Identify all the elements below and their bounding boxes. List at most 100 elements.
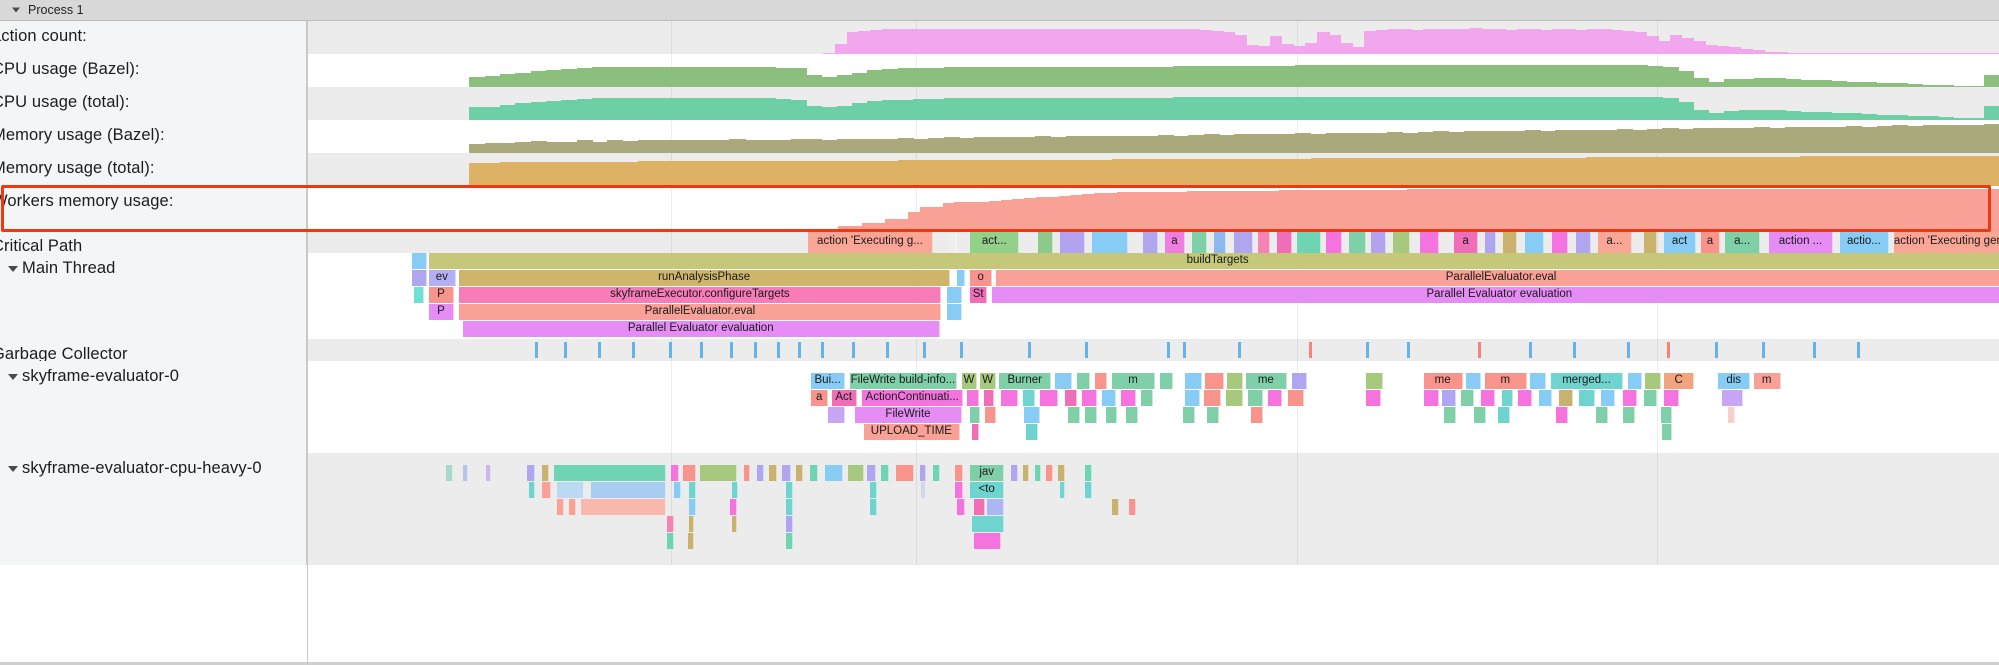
slice-m[interactable]: m <box>1753 373 1781 389</box>
slice[interactable] <box>795 465 803 481</box>
gc-tick[interactable] <box>564 342 568 358</box>
slice[interactable] <box>1288 390 1304 406</box>
slice[interactable] <box>1142 231 1159 253</box>
slice[interactable] <box>1484 231 1497 253</box>
slice[interactable] <box>1498 407 1510 423</box>
slice[interactable] <box>757 465 764 481</box>
slice[interactable] <box>919 465 927 481</box>
slice[interactable] <box>1054 373 1072 389</box>
track-canvas-action-count[interactable] <box>307 21 1999 54</box>
slice[interactable] <box>1503 231 1517 253</box>
slice[interactable] <box>848 465 864 481</box>
slice[interactable] <box>542 482 551 498</box>
gc-tick[interactable] <box>1237 342 1241 358</box>
counter-area-memory-usage-bazel[interactable] <box>307 120 1999 153</box>
gc-tick[interactable] <box>1085 342 1089 358</box>
slice[interactable] <box>828 407 846 423</box>
slice[interactable] <box>973 499 986 515</box>
track-skyframe-evaluator-0[interactable]: skyframe-evaluator-0 Bui... FileWrite buil… <box>0 361 1999 453</box>
slice[interactable] <box>1371 231 1387 253</box>
slice[interactable] <box>955 482 964 498</box>
slice[interactable] <box>1026 424 1038 440</box>
slice-parallel-evaluator-evaluatio[interactable]: Parallel Evaluator evaluation <box>462 321 940 337</box>
track-skyframe-evaluator-cpu-heavy-0[interactable]: skyframe-evaluator-cpu-heavy-0 jav <to <box>0 453 1999 565</box>
slice[interactable] <box>1125 407 1138 423</box>
triangle-down-icon[interactable] <box>8 266 18 272</box>
slice-a[interactable]: a <box>1164 231 1186 253</box>
slice[interactable] <box>557 482 585 498</box>
slice[interactable] <box>1530 373 1546 389</box>
slice[interactable] <box>1129 499 1137 515</box>
track-label-cell-garbage-collector[interactable]: Garbage Collector <box>0 339 307 361</box>
slice[interactable] <box>1010 465 1018 481</box>
slice-a[interactable]: a... <box>1724 231 1761 253</box>
slice[interactable] <box>824 465 844 481</box>
gc-tick[interactable] <box>885 342 889 358</box>
slice[interactable] <box>1559 390 1573 406</box>
gc-tick[interactable] <box>1528 342 1532 358</box>
slice[interactable] <box>1039 390 1059 406</box>
gc-tick[interactable] <box>851 342 855 358</box>
gc-tick[interactable] <box>1477 342 1481 358</box>
track-main-thread[interactable]: Main Thread buildTargets ev runAnalysisPhas… <box>0 253 1999 339</box>
slice-parallelevaluator-eval[interactable]: ParallelEvaluator.eval <box>459 304 942 320</box>
slice[interactable] <box>411 253 428 269</box>
slice[interactable] <box>1257 231 1270 253</box>
slice-a[interactable]: a <box>1454 231 1478 253</box>
slice[interactable] <box>880 465 890 481</box>
slice-me[interactable]: me <box>1423 373 1463 389</box>
track-canvas-workers-memory-usage[interactable] <box>307 186 1999 231</box>
gc-tick[interactable] <box>1308 342 1312 358</box>
slice[interactable] <box>867 465 876 481</box>
slice[interactable] <box>966 390 979 406</box>
slice[interactable] <box>1518 390 1532 406</box>
slice[interactable] <box>768 465 778 481</box>
slice-st[interactable]: St <box>970 287 988 303</box>
slice[interactable] <box>542 465 549 481</box>
slice-merged[interactable]: merged... <box>1550 373 1624 389</box>
slice[interactable] <box>557 499 565 515</box>
slice[interactable] <box>1058 465 1065 481</box>
slice[interactable] <box>933 465 940 481</box>
slice[interactable] <box>1660 407 1673 423</box>
gc-tick[interactable] <box>631 342 635 358</box>
slice[interactable] <box>946 287 962 303</box>
track-label-cell-memory-usage-total[interactable]: Memory usage (total): <box>0 153 307 186</box>
slice-actioncontinuati[interactable]: ActionContinuati... <box>861 390 964 406</box>
slice[interactable] <box>1059 231 1086 253</box>
slice[interactable] <box>956 270 966 286</box>
slice[interactable] <box>581 499 666 515</box>
track-label-cell-critical-path[interactable]: Critical Path <box>0 231 307 253</box>
triangle-down-icon[interactable] <box>8 466 18 472</box>
slice[interactable] <box>1207 407 1219 423</box>
slice[interactable] <box>1227 373 1243 389</box>
slice[interactable] <box>973 533 1001 549</box>
slice[interactable] <box>1444 407 1456 423</box>
slice[interactable] <box>1024 407 1040 423</box>
slice-o[interactable]: o <box>970 270 993 286</box>
slice[interactable] <box>699 465 737 481</box>
slice-action-executing-g[interactable]: action 'Executing g... <box>807 231 934 253</box>
slice[interactable] <box>1065 390 1077 406</box>
slice[interactable] <box>687 533 695 549</box>
track-canvas-cpu-usage-bazel[interactable] <box>307 54 1999 87</box>
slice[interactable] <box>1645 373 1661 389</box>
slice[interactable] <box>1141 390 1153 406</box>
slice-p[interactable]: P <box>428 287 455 303</box>
slice-m[interactable]: m <box>1112 373 1155 389</box>
slice[interactable] <box>730 499 737 515</box>
slice[interactable] <box>921 482 927 498</box>
slice[interactable] <box>1663 390 1680 406</box>
track-memory-usage-total[interactable]: Memory usage (total): <box>0 153 1999 186</box>
slice[interactable] <box>1105 407 1118 423</box>
slice-parallel-evaluator-evaluatio[interactable]: Parallel Evaluator evaluation <box>992 287 1999 303</box>
slice[interactable] <box>1191 231 1208 253</box>
track-canvas-critical-path[interactable]: action 'Executing g... act... a a a... act a a.… <box>307 231 1999 253</box>
track-canvas-memory-usage-bazel[interactable] <box>307 120 1999 153</box>
slice-act[interactable]: act <box>1663 231 1697 253</box>
slice[interactable] <box>1721 390 1744 406</box>
slice[interactable] <box>462 465 468 481</box>
slice[interactable] <box>1366 390 1382 406</box>
slice[interactable] <box>970 407 981 423</box>
gc-tick[interactable] <box>1626 342 1630 358</box>
